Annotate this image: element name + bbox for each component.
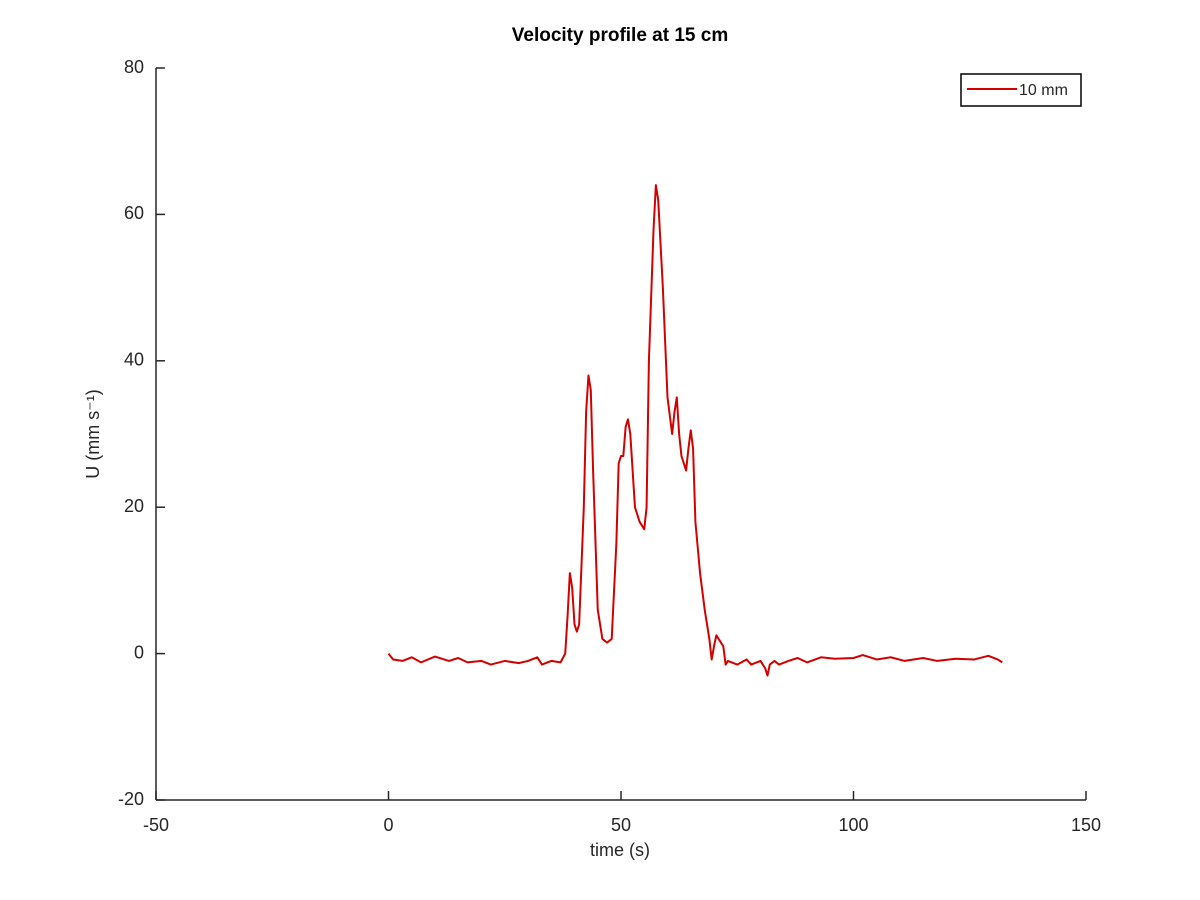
y-tick-label: 20 [124, 496, 144, 516]
y-axis-label: U (mm s⁻¹) [83, 389, 103, 478]
y-tick-label: 60 [124, 203, 144, 223]
chart-title: Velocity profile at 15 cm [512, 25, 728, 46]
x-axis-label: time (s) [590, 840, 650, 860]
x-tick-label: 150 [1071, 815, 1101, 835]
y-tick-label: 40 [124, 350, 144, 370]
x-tick-label: -50 [143, 815, 169, 835]
y-tick-label: 0 [134, 642, 144, 662]
y-tick-label: -20 [118, 789, 144, 809]
legend-label: 10 mm [1019, 82, 1068, 99]
x-tick-label: 50 [611, 815, 631, 835]
x-tick-label: 100 [838, 815, 868, 835]
y-tick-label: 80 [124, 57, 144, 77]
x-tick-label: 0 [383, 815, 393, 835]
data-line [387, 184, 1003, 677]
